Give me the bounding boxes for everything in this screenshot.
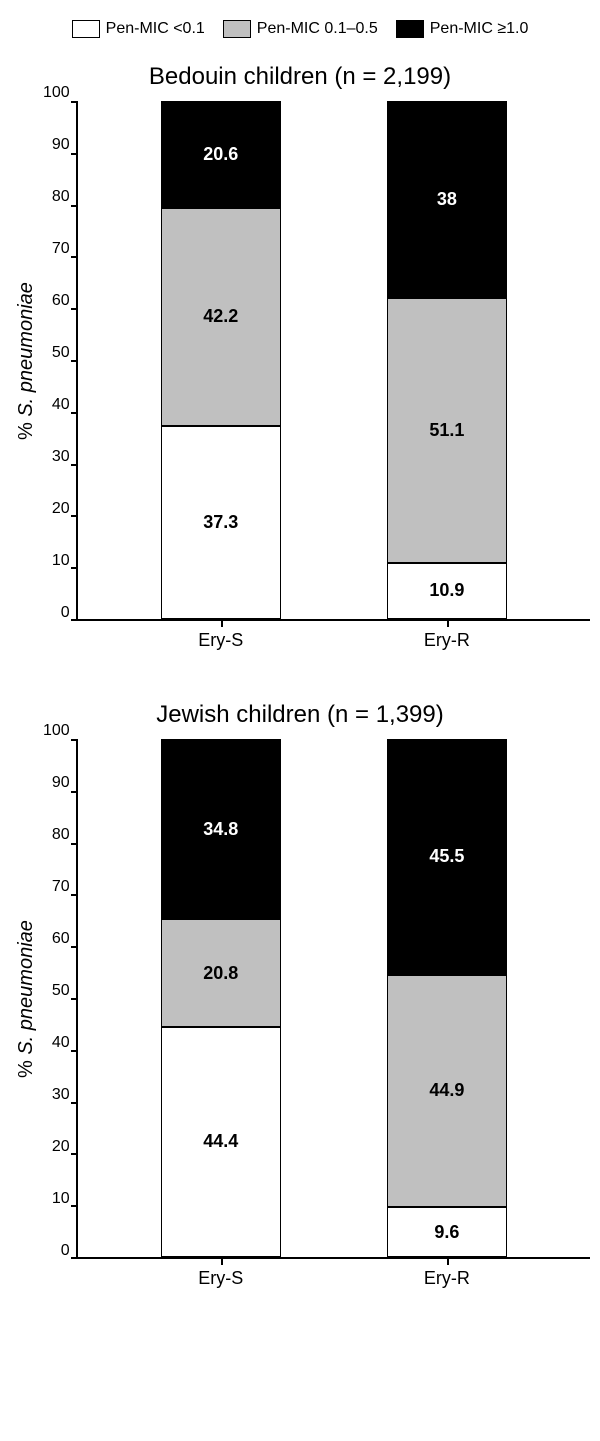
y-tickmark xyxy=(71,1050,78,1052)
seg-high: 34.8 xyxy=(161,739,281,919)
seg-low: 37.3 xyxy=(161,426,281,619)
legend-label-high: Pen-MIC ≥1.0 xyxy=(430,20,529,38)
y-tickmark xyxy=(71,1153,78,1155)
y-tickmark xyxy=(71,567,78,569)
ylabel-percent: % xyxy=(15,1055,37,1078)
y-tickmark xyxy=(71,1102,78,1104)
chart-title-bedouin: Bedouin children (n = 2,199) xyxy=(10,63,590,91)
x-tickmark xyxy=(221,619,223,627)
y-tickmark xyxy=(71,464,78,466)
seg-low: 10.9 xyxy=(387,563,507,619)
y-tickmark xyxy=(71,791,78,793)
x-label: Ery-S xyxy=(198,1268,243,1289)
y-tickmark xyxy=(71,308,78,310)
legend-item-low: Pen-MIC <0.1 xyxy=(72,20,205,38)
chart-title-n: (n = 2,199) xyxy=(334,63,451,90)
ylabel-species: S. pneumoniae xyxy=(15,282,37,417)
seg-high: 38 xyxy=(387,101,507,298)
plot-wrap: % S. pneumoniae 100 90 80 70 60 50 40 30… xyxy=(10,101,590,621)
x-label: Ery-R xyxy=(424,1268,470,1289)
y-tickmark xyxy=(71,153,78,155)
y-tickmark xyxy=(71,894,78,896)
y-tickmark xyxy=(71,205,78,207)
plot-area: 20.6 42.2 37.3 Ery-S 38 51.1 10.9 Ery-R xyxy=(76,101,590,621)
y-axis-label: % S. pneumoniae xyxy=(10,739,43,1259)
legend-swatch-mid xyxy=(223,20,251,38)
y-tickmark xyxy=(71,360,78,362)
x-tickmark xyxy=(447,1257,449,1265)
bar-ery-s: 34.8 20.8 44.4 Ery-S xyxy=(161,739,281,1257)
legend-label-low: Pen-MIC <0.1 xyxy=(106,20,205,38)
y-tickmark xyxy=(71,256,78,258)
seg-high: 20.6 xyxy=(161,101,281,208)
y-tickmark xyxy=(71,515,78,517)
x-tickmark xyxy=(221,1257,223,1265)
x-label: Ery-S xyxy=(198,630,243,651)
y-tickmark xyxy=(71,946,78,948)
legend-swatch-low xyxy=(72,20,100,38)
chart-jewish: Jewish children (n = 1,399) % S. pneumon… xyxy=(10,701,590,1299)
chart-title-main: Bedouin children xyxy=(149,63,328,90)
xaxis-spacer xyxy=(10,1259,590,1299)
bar-ery-r: 45.5 44.9 9.6 Ery-R xyxy=(387,739,507,1257)
y-tickmark xyxy=(71,739,78,741)
y-tickmark xyxy=(71,619,78,621)
y-tickmark xyxy=(71,1205,78,1207)
legend-label-mid: Pen-MIC 0.1–0.5 xyxy=(257,20,378,38)
y-tickmark xyxy=(71,998,78,1000)
x-tickmark xyxy=(447,619,449,627)
seg-high: 45.5 xyxy=(387,739,507,975)
ylabel-percent: % xyxy=(15,417,37,440)
y-tickmark xyxy=(71,1257,78,1259)
ylabel-species: S. pneumoniae xyxy=(15,920,37,1055)
xaxis-spacer xyxy=(10,621,590,661)
bar-ery-r: 38 51.1 10.9 Ery-R xyxy=(387,101,507,619)
y-tickmark xyxy=(71,412,78,414)
seg-mid: 44.9 xyxy=(387,975,507,1208)
legend-swatch-high xyxy=(396,20,424,38)
plot-area: 34.8 20.8 44.4 Ery-S 45.5 44.9 9.6 Ery-R xyxy=(76,739,590,1259)
x-label: Ery-R xyxy=(424,630,470,651)
y-axis-label: % S. pneumoniae xyxy=(10,101,43,621)
bar-ery-s: 20.6 42.2 37.3 Ery-S xyxy=(161,101,281,619)
plot-wrap: % S. pneumoniae 100 90 80 70 60 50 40 30… xyxy=(10,739,590,1259)
chart-bedouin: Bedouin children (n = 2,199) % S. pneumo… xyxy=(10,63,590,661)
seg-low: 9.6 xyxy=(387,1207,507,1257)
legend: Pen-MIC <0.1 Pen-MIC 0.1–0.5 Pen-MIC ≥1.… xyxy=(10,20,590,38)
y-tickmark xyxy=(71,843,78,845)
seg-mid: 20.8 xyxy=(161,919,281,1027)
y-tickmark xyxy=(71,101,78,103)
chart-title-main: Jewish children xyxy=(156,701,320,728)
seg-mid: 42.2 xyxy=(161,208,281,426)
legend-item-high: Pen-MIC ≥1.0 xyxy=(396,20,529,38)
chart-title-jewish: Jewish children (n = 1,399) xyxy=(10,701,590,729)
legend-item-mid: Pen-MIC 0.1–0.5 xyxy=(223,20,378,38)
seg-low: 44.4 xyxy=(161,1027,281,1257)
chart-title-n: (n = 1,399) xyxy=(327,701,444,728)
seg-mid: 51.1 xyxy=(387,298,507,563)
